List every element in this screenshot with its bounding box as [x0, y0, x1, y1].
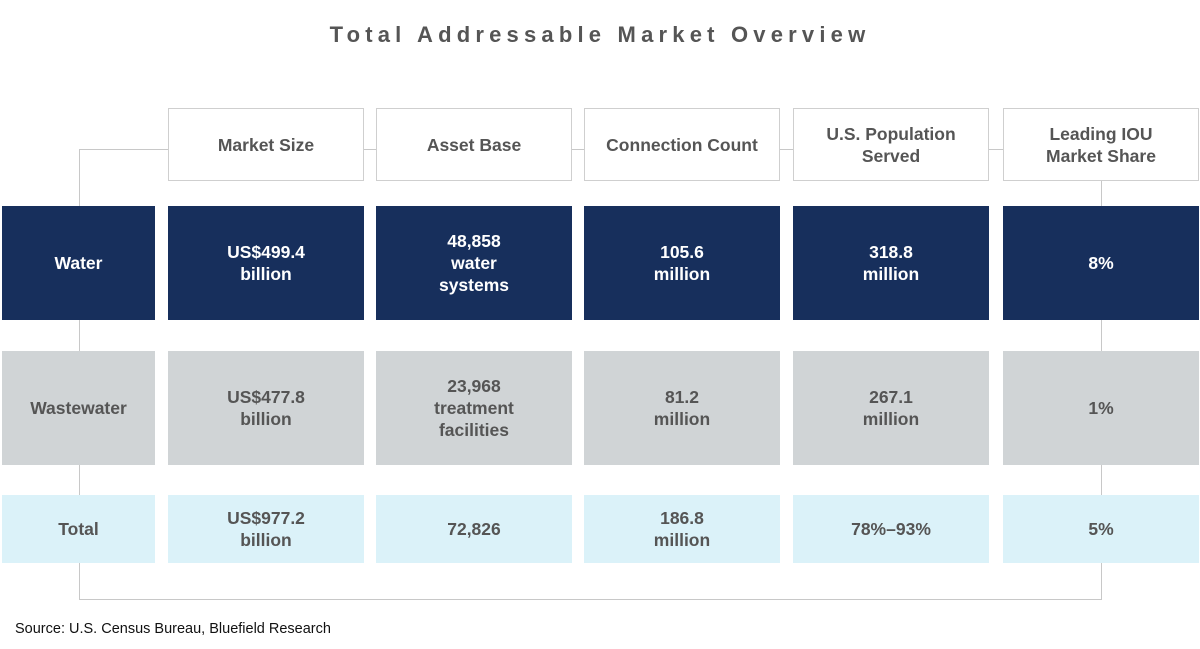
table-cell: 5%	[1003, 495, 1199, 563]
column-header: Market Size	[168, 108, 364, 181]
source-note: Source: U.S. Census Bureau, Bluefield Re…	[15, 621, 331, 637]
chart-title: Total Addressable Market Overview	[329, 22, 871, 47]
table-cell: 105.6 million	[584, 206, 780, 320]
table-cell: 318.8 million	[793, 206, 989, 320]
table-cell: 81.2 million	[584, 351, 780, 465]
table-cell: US$477.8 billion	[168, 351, 364, 465]
row-label-water: Water	[2, 206, 155, 320]
row-label-wastewater: Wastewater	[2, 351, 155, 465]
table-cell: 78%–93%	[793, 495, 989, 563]
table-cell: 1%	[1003, 351, 1199, 465]
table-cell: 267.1 million	[793, 351, 989, 465]
table-cell: 8%	[1003, 206, 1199, 320]
column-header: Connection Count	[584, 108, 780, 181]
column-header: U.S. Population Served	[793, 108, 989, 181]
row-label-total: Total	[2, 495, 155, 563]
table-cell: 186.8 million	[584, 495, 780, 563]
table-cell: 23,968 treatment facilities	[376, 351, 572, 465]
table-cell: US$499.4 billion	[168, 206, 364, 320]
column-header: Asset Base	[376, 108, 572, 181]
frame-line-bottom	[79, 599, 1102, 600]
table-cell: 48,858 water systems	[376, 206, 572, 320]
table-cell: US$977.2 billion	[168, 495, 364, 563]
table-cell: 72,826	[376, 495, 572, 563]
column-header: Leading IOU Market Share	[1003, 108, 1199, 181]
